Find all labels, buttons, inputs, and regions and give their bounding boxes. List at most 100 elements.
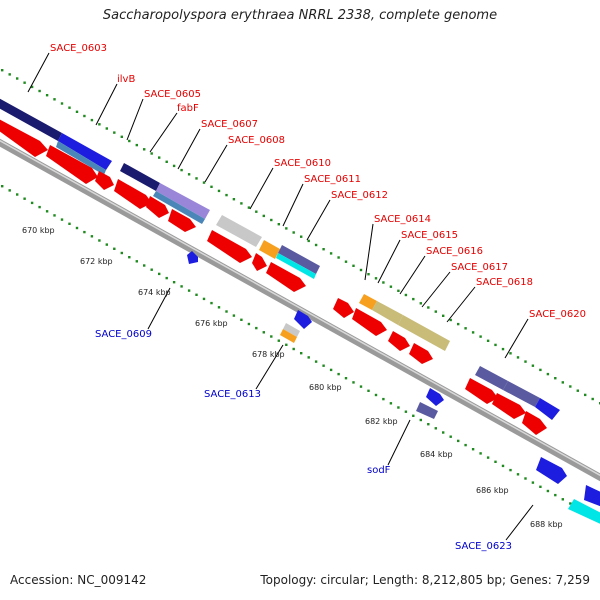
scale-dot-lower bbox=[143, 264, 146, 267]
scale-dot-upper bbox=[457, 322, 460, 326]
scale-dot-upper bbox=[150, 152, 153, 155]
scale-dot-upper bbox=[300, 235, 303, 238]
scale-dot-lower bbox=[486, 456, 490, 459]
scale-dot-upper bbox=[1, 69, 4, 72]
gene-label-SACE_0609: SACE_0609 bbox=[95, 329, 152, 340]
accession-text: Accession: NC_009142 bbox=[10, 573, 147, 587]
scale-dot-lower bbox=[262, 331, 265, 334]
scale-dot-upper bbox=[442, 314, 445, 317]
cds-arrow bbox=[465, 378, 498, 404]
scale-dot-upper bbox=[292, 231, 295, 234]
scale-dot-lower bbox=[232, 314, 236, 317]
scale-dot-lower bbox=[120, 251, 123, 255]
gene-lavender-1 bbox=[156, 183, 210, 219]
scale-label: 674 kbp bbox=[138, 288, 171, 297]
scale-dot-upper bbox=[113, 131, 116, 134]
scale-dot-lower bbox=[344, 377, 348, 380]
leader-SACE_0608 bbox=[204, 144, 228, 183]
scale-dot-lower bbox=[180, 285, 183, 288]
scale-label: 682 kbp bbox=[365, 417, 398, 426]
scale-dot-lower bbox=[359, 385, 363, 388]
scale-dot-upper bbox=[509, 352, 512, 355]
cds-arrow bbox=[95, 171, 114, 190]
scale-dot-upper bbox=[479, 335, 482, 338]
scale-dot-lower bbox=[105, 243, 108, 246]
gene-label-sodF: sodF bbox=[367, 465, 391, 476]
scale-dot-lower bbox=[419, 418, 422, 422]
gene-label-SACE_0618: SACE_0618 bbox=[476, 277, 533, 288]
scale-dot-upper bbox=[389, 285, 393, 288]
scale-dot-upper bbox=[374, 277, 378, 280]
scale-dot-upper bbox=[569, 385, 572, 388]
cds-arrow bbox=[252, 253, 267, 271]
scale-dot-lower bbox=[210, 301, 213, 305]
gene-label-ilvB: ilvB bbox=[117, 74, 135, 85]
gene-slate-3 bbox=[503, 381, 540, 407]
scale-dot-lower bbox=[352, 381, 355, 384]
genome-backbone-highlight bbox=[0, 139, 600, 477]
gene-cyan-1 bbox=[276, 253, 316, 279]
scale-dot-lower bbox=[45, 210, 49, 213]
gene-lightgray-rev bbox=[283, 323, 300, 337]
scale-dot-lower bbox=[113, 247, 116, 250]
gene-navy-1 bbox=[0, 98, 62, 141]
cds-arrow bbox=[409, 343, 433, 364]
scale-dot-lower bbox=[337, 372, 340, 376]
scale-dot-lower bbox=[374, 393, 378, 397]
feature-lane-upper bbox=[0, 98, 560, 420]
gene-slate-rev bbox=[416, 402, 438, 419]
cds-arrow bbox=[266, 262, 306, 292]
gene-label-SACE_0603: SACE_0603 bbox=[50, 43, 107, 54]
scale-dot-lower bbox=[247, 322, 251, 326]
scale-dot-lower bbox=[53, 214, 56, 217]
scale-dot-lower bbox=[546, 489, 550, 493]
feature-lane-lower bbox=[187, 251, 600, 524]
scale-dot-upper bbox=[434, 310, 437, 313]
scale-dot-upper bbox=[195, 177, 198, 180]
leader-SACE_0611 bbox=[282, 183, 304, 227]
cds-arrow bbox=[46, 145, 98, 184]
scale-dot-upper bbox=[397, 289, 400, 292]
leader-fabF bbox=[149, 112, 178, 153]
scale-dot-lower bbox=[501, 464, 505, 468]
scale-dot-lower bbox=[1, 185, 4, 188]
leader-SACE_0615 bbox=[377, 239, 401, 284]
scale-dot-upper bbox=[359, 268, 363, 272]
scale-dot-upper bbox=[561, 381, 564, 384]
scale-dot-lower bbox=[561, 498, 564, 501]
scale-dot-upper bbox=[98, 123, 101, 126]
scale-dot-upper bbox=[128, 139, 131, 143]
scale-dot-upper bbox=[165, 160, 168, 163]
gene-label-SACE_0615: SACE_0615 bbox=[401, 230, 458, 241]
scale-label: 678 kbp bbox=[252, 350, 285, 359]
scale-dot-upper bbox=[23, 81, 26, 84]
scale-label: 688 kbp bbox=[530, 520, 563, 529]
scale-dot-upper bbox=[329, 252, 333, 255]
gene-label-SACE_0617: SACE_0617 bbox=[451, 262, 508, 273]
gene-label-SACE_0620: SACE_0620 bbox=[529, 309, 586, 320]
leader-SACE_0620 bbox=[504, 318, 529, 359]
scale-dot-upper bbox=[337, 256, 340, 259]
scale-dot-lower bbox=[158, 272, 161, 276]
scale-label: 676 kbp bbox=[195, 319, 228, 328]
scale-dot-lower bbox=[412, 414, 415, 417]
gene-slate-2 bbox=[475, 366, 508, 390]
scale-dot-lower bbox=[75, 226, 79, 230]
scale-dot-upper bbox=[412, 297, 415, 301]
leader-SACE_0617 bbox=[421, 271, 451, 308]
scale-dot-lower bbox=[277, 339, 280, 342]
scale-dot-upper bbox=[247, 206, 251, 209]
leader-SACE_0616 bbox=[399, 255, 426, 295]
leader-SACE_0605 bbox=[126, 98, 144, 141]
scale-dot-lower bbox=[225, 310, 228, 313]
scale-dot-upper bbox=[471, 331, 475, 334]
cds-arrow bbox=[492, 393, 526, 419]
scale-dot-upper bbox=[277, 223, 280, 226]
scale-dot-upper bbox=[143, 148, 146, 151]
scale-dot-upper bbox=[344, 260, 348, 263]
gene-blue-rev-4 bbox=[536, 457, 567, 484]
scale-dot-upper bbox=[120, 135, 123, 138]
scale-dot-upper bbox=[486, 339, 490, 342]
gene-label-SACE_0623: SACE_0623 bbox=[455, 541, 512, 552]
